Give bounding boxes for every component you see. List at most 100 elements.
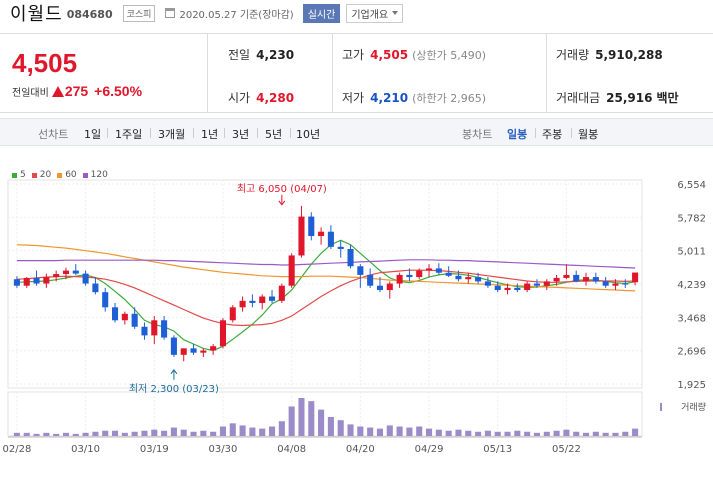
volume-bar [504, 431, 511, 436]
volume-bar [337, 420, 344, 436]
volume-value: 5,910,288 [595, 48, 663, 62]
volume-bar [268, 426, 276, 436]
tab-period-10y[interactable]: 10년 [296, 128, 321, 141]
volume-bar [386, 425, 393, 436]
candle [533, 283, 541, 286]
legend-swatch [12, 172, 17, 178]
y-tick-label: 6,554 [677, 180, 706, 191]
line-chart-label: 선차트 [38, 128, 69, 141]
volume-bar [92, 431, 99, 436]
ma-legend: 5 20 60 120 [12, 170, 114, 180]
volume-bar [249, 427, 256, 436]
legend-swatch [57, 172, 63, 178]
volume-bar [396, 426, 403, 436]
candle [161, 320, 168, 338]
candle [602, 281, 609, 286]
candle [612, 283, 619, 286]
amount-label: 거래대금 [556, 91, 601, 105]
chart-tabs: 선차트 1일 1주일 3개월 1년 3년 5년 10년 봉차트 일봉 주봉 월봉 [0, 118, 713, 146]
volume-bar [318, 409, 325, 436]
company-info-dropdown[interactable]: 기업개요 [346, 3, 404, 23]
stock-code: 084680 [66, 8, 113, 21]
candle [210, 346, 217, 351]
volume-bar [298, 398, 305, 436]
market-badge: 코스피 [122, 4, 156, 22]
candle [288, 255, 295, 286]
volume-bar [435, 429, 442, 436]
candle [219, 320, 227, 347]
volume-bar [111, 430, 119, 436]
candle [141, 326, 148, 336]
volume-bar [131, 431, 138, 436]
date-text: 2020.05.27 기준(장마감) [179, 9, 294, 21]
volume-bar [62, 432, 70, 436]
candle [445, 272, 452, 276]
change-percent: +6.50% [94, 83, 143, 99]
candle [111, 307, 119, 321]
legend-label: 60 [65, 170, 77, 180]
amount-value: 25,916 [606, 91, 653, 105]
volume-bar [357, 426, 364, 436]
current-price: 4,505 [12, 48, 78, 78]
volume-bar [308, 401, 315, 436]
candle [121, 313, 128, 321]
legend-item-ma120: 120 [82, 170, 108, 180]
legend-item-ma5: 5 [12, 170, 26, 180]
volume-bar [416, 426, 423, 436]
candle [259, 296, 266, 303]
candle [592, 277, 599, 282]
candle [386, 283, 393, 291]
open-value: 4,280 [256, 91, 295, 105]
tab-period-3m[interactable]: 3개월 [158, 128, 186, 141]
amount-unit: 백만 [656, 91, 679, 105]
change-value: 275 [64, 83, 89, 99]
volume-bar [376, 428, 384, 436]
tab-period-3y[interactable]: 3년 [232, 128, 250, 141]
high-value: 4,505 [370, 48, 409, 62]
volume-bar [23, 432, 30, 436]
tab-candle-daily[interactable]: 일봉 [507, 128, 528, 141]
volume-bar [229, 423, 236, 436]
volume-bar [543, 431, 550, 436]
volume-bar [170, 427, 177, 436]
high-annotation: 최고 6,050 (04/07) [237, 183, 327, 195]
volume-bar [533, 432, 541, 436]
candle [484, 281, 491, 286]
x-tick-label: 04/29 [415, 444, 444, 455]
candle [416, 270, 423, 278]
volume-bar [72, 433, 79, 436]
x-tick-label: 02/28 [2, 444, 31, 455]
candle [632, 272, 639, 283]
tab-period-1w[interactable]: 1주일 [115, 128, 143, 141]
prev-close-stat: 전일 4,230 [228, 46, 294, 63]
tab-period-1y[interactable]: 1년 [201, 128, 219, 141]
current-price-box: 4,505 전일대비 275 +6.50% [0, 34, 208, 112]
volume-bar [219, 426, 227, 436]
tab-period-5y[interactable]: 5년 [265, 128, 283, 141]
change-label: 전일대비 [12, 87, 49, 99]
volume-bar [239, 425, 246, 436]
volume-bar [425, 428, 433, 436]
legend-swatch [82, 172, 88, 178]
realtime-button[interactable]: 실시간 [302, 3, 341, 23]
ma-line-5 [16, 239, 636, 352]
tab-period-1d[interactable]: 1일 [84, 128, 102, 141]
candle [504, 287, 511, 291]
open-stat: 시가 4,280 [228, 89, 294, 106]
tab-candle-weekly[interactable]: 주봉 [542, 128, 563, 141]
volume-bar [327, 417, 334, 436]
volume-bar [563, 429, 570, 436]
ma-line-120 [16, 259, 636, 269]
candle [43, 277, 50, 284]
candle [494, 285, 501, 291]
candle [278, 285, 285, 301]
volume-plot-frame [7, 391, 643, 437]
prev-close-label: 전일 [228, 48, 251, 62]
ma-line-20 [16, 269, 636, 327]
up-triangle-icon [51, 85, 64, 97]
volume-bar [278, 421, 285, 436]
tab-candle-monthly[interactable]: 월봉 [578, 128, 599, 141]
tab-divider [571, 128, 572, 138]
volume-bar [514, 430, 521, 436]
